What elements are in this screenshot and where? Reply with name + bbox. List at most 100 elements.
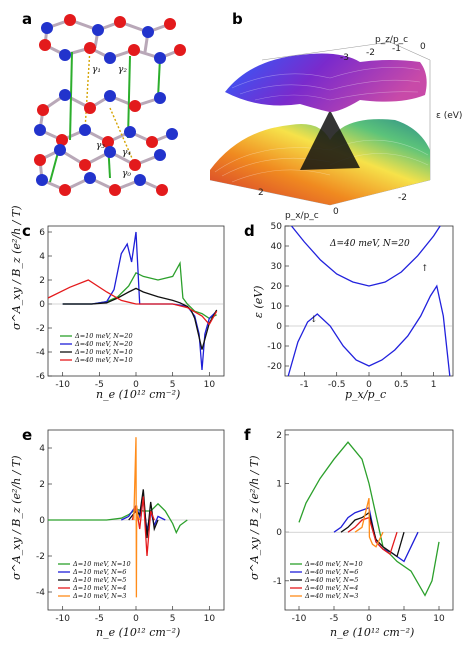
series-line-f-2 (340, 511, 405, 558)
y-tick-label: -6 (36, 372, 45, 382)
x-tick-label: 1 (431, 380, 437, 390)
tick-group-f: -10 -5 0 5 10-1012 (273, 431, 453, 624)
panel-d: d -1 -0.5 0 0.5 1 -20 -10 0 10 20 30 40 50 Δ=40 meV,… (244, 222, 454, 401)
band-surface-3d (209, 41, 431, 206)
legend-entry: Δ=10 meV, N=3 (72, 592, 126, 600)
series-group-d (287, 226, 451, 376)
y-tick-label: 2 (39, 480, 45, 490)
x-tick-label: 10 (204, 380, 216, 390)
x-tick-label: 0 (366, 614, 372, 624)
legend-entry: Δ=40 meV, N=6 (304, 568, 358, 576)
y-tick-label: -2 (36, 552, 45, 562)
px-tick-2: -2 (398, 193, 407, 203)
y-axis-label-d: ε (eV) (252, 286, 265, 318)
x-tick-label: 5 (170, 380, 176, 390)
y-tick-label: 0 (276, 528, 282, 538)
legend-f: Δ=40 meV, N=10Δ=40 meV, N=6Δ=40 meV, N=5… (290, 560, 363, 600)
legend-entry: Δ=10 meV, N=5 (72, 576, 126, 584)
panel-label-e: e (22, 426, 32, 444)
panel-a: a (22, 10, 186, 196)
y-tick-label: 0 (39, 516, 45, 526)
legend-entry: Δ=40 meV, N=4 (304, 584, 358, 592)
gamma-0-label: γ₀ (122, 169, 131, 179)
gamma-1-label: γ₁ (92, 65, 101, 75)
series-line-d-0 (290, 226, 441, 287)
y-tick-label: 2 (276, 431, 282, 441)
y-tick-label: -20 (267, 362, 282, 372)
y-tick-label: 20 (271, 282, 283, 292)
gamma-4-label: γ₄ (122, 148, 131, 158)
x-tick-label: 0 (133, 380, 139, 390)
legend-entry: Δ=40 meV, N=5 (304, 576, 358, 584)
legend-entry: Δ=10 meV, N=20 (74, 332, 133, 340)
series-line-f-3 (347, 516, 398, 556)
panel-label-f: f (244, 426, 251, 444)
y-tick-label: -2 (36, 324, 45, 334)
y-tick-label: 0 (39, 300, 45, 310)
x-tick-label: 10 (433, 614, 445, 624)
x-tick-label: -5 (330, 614, 339, 624)
y-tick-label: 10 (271, 302, 283, 312)
y-axis-label-c: σ^A_xy / B_z (e²/h / T) (10, 206, 23, 331)
x-axis-label-e: n_e (10¹² cm⁻²) (96, 626, 180, 639)
px-tick-0: 2 (258, 188, 264, 198)
series-line-f-4 (354, 497, 384, 548)
x-tick-label: -0.5 (328, 380, 346, 390)
y-axis-label-e: σ^A_xy / B_z (e²/h / T) (10, 456, 23, 581)
series-line-d-1 (287, 284, 451, 376)
series-line-c-0 (62, 261, 217, 320)
pz-tick-0: -3 (340, 53, 349, 63)
x-axis-label-c: n_e (10¹² cm⁻²) (96, 388, 180, 401)
panel-f: f -10 -5 0 5 10-1012 Δ=40 meV, N=10Δ=40 meV,… (244, 426, 454, 639)
y-tick-label: 6 (39, 228, 45, 238)
eps-axis-label: ε (eV) (436, 111, 462, 121)
series-group-c (48, 231, 218, 371)
x-tick-label: 5 (170, 614, 176, 624)
arrow-down-marker: ↓ (310, 315, 318, 325)
tick-group-e: -10 -5 0 5 10 -4 -2 0 2 4 (36, 444, 224, 624)
legend-entry: Δ=10 meV, N=6 (72, 568, 126, 576)
x-tick-label: -10 (55, 614, 70, 624)
x-axis-label-d: p_x/p_c (345, 388, 386, 401)
x-tick-label: 0 (366, 380, 372, 390)
y-tick-label: 40 (271, 242, 283, 252)
x-tick-label: 0 (133, 614, 139, 624)
series-line-e-4 (133, 437, 141, 598)
legend-entry: Δ=10 meV, N=4 (72, 584, 126, 592)
x-tick-label: -5 (95, 380, 104, 390)
panel-label-d: d (244, 222, 255, 240)
pz-tick-2: -1 (392, 44, 401, 54)
px-axis-label: p_x/p_c (285, 211, 319, 221)
y-tick-label: 50 (271, 222, 283, 232)
legend-c: Δ=10 meV, N=20Δ=40 meV, N=20Δ=10 meV, N=… (60, 332, 133, 364)
x-tick-label: 5 (401, 614, 407, 624)
y-tick-label: 1 (276, 480, 282, 490)
y-tick-label: -4 (36, 588, 45, 598)
lattice-diagram: γ₁ γ₂ γ₃ γ₄ γ₀ (34, 14, 186, 196)
x-tick-label: 10 (204, 614, 216, 624)
legend-entry: Δ=40 meV, N=10 (304, 560, 363, 568)
y-tick-label: -1 (273, 577, 282, 587)
y-tick-label: 0 (276, 322, 282, 332)
panel-label-a: a (22, 10, 32, 28)
x-tick-label: -10 (292, 614, 307, 624)
x-tick-label: -5 (95, 614, 104, 624)
px-tick-1: 0 (333, 207, 339, 217)
x-tick-label: -10 (55, 380, 70, 390)
legend-entry: Δ=40 meV, N=20 (74, 340, 133, 348)
y-axis-label-f: σ^A_xy / B_z (e²/h / T) (248, 456, 261, 581)
legend-e: Δ=10 meV, N=10Δ=10 meV, N=6Δ=10 meV, N=5… (58, 560, 131, 600)
y-tick-label: 4 (39, 444, 45, 454)
series-line-c-3 (48, 279, 218, 326)
y-tick-label: 2 (39, 276, 45, 286)
x-tick-label: -1 (300, 380, 309, 390)
series-line-f-0 (298, 441, 440, 597)
y-tick-label: -4 (36, 348, 45, 358)
y-tick-label: -10 (267, 342, 282, 352)
series-group-e (48, 437, 188, 598)
pz-tick-3: 0 (420, 42, 426, 52)
panel-label-c: c (22, 222, 31, 240)
series-line-c-2 (62, 287, 218, 350)
